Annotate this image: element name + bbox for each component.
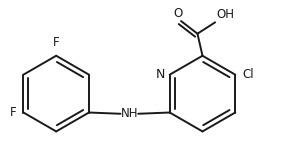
Text: F: F: [10, 106, 16, 119]
Text: O: O: [173, 7, 183, 20]
Text: F: F: [53, 36, 59, 49]
Text: N: N: [155, 67, 165, 80]
Text: NH: NH: [121, 107, 138, 120]
Text: OH: OH: [216, 8, 234, 21]
Text: Cl: Cl: [242, 67, 254, 80]
